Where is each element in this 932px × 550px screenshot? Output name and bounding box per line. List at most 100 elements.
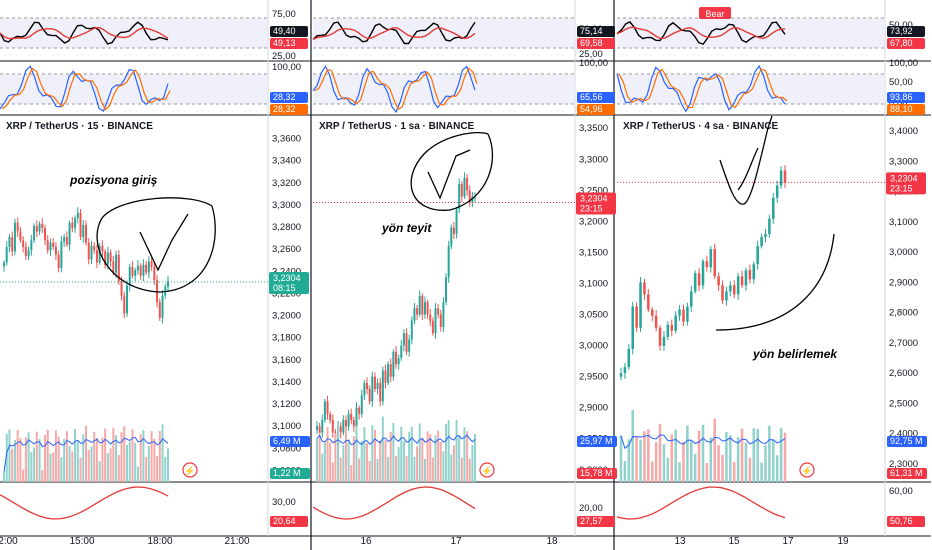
bottom-indicator-tick: 30,00 <box>272 497 296 508</box>
pane-3: 50,0040,0073,9267,80Bear100,0050,000,009… <box>616 0 931 547</box>
candle-body <box>413 308 416 321</box>
last-price-badge: 3,2304 <box>273 273 301 283</box>
volume-bar <box>11 448 14 482</box>
volume-bar <box>395 456 397 482</box>
candle-body <box>101 245 104 252</box>
price-tick: 3,1000 <box>272 421 301 432</box>
price-tick: 2,9000 <box>579 403 608 414</box>
volume-bar <box>60 456 63 482</box>
candle-body <box>410 320 413 340</box>
rsi-ma-badge-bg <box>577 38 615 49</box>
lightning-icon <box>479 462 495 478</box>
candle-body <box>447 246 450 278</box>
candle-body <box>468 190 471 203</box>
annotation-check-3b <box>737 147 759 191</box>
candle-body <box>87 242 90 260</box>
volume-bar <box>139 434 142 482</box>
candle-body <box>452 227 455 234</box>
volume-badge: 1,22 M <box>273 468 301 478</box>
candle-body <box>123 295 126 314</box>
volume-bar <box>76 441 79 482</box>
candle-body <box>358 407 361 414</box>
candle-body <box>416 308 419 315</box>
volume-bar <box>410 426 413 482</box>
annotation-check-1 <box>139 213 189 272</box>
volume-bar <box>52 452 55 482</box>
volume-bar <box>678 462 681 482</box>
candle-body <box>713 249 716 277</box>
candle-body <box>316 426 318 430</box>
candle-body <box>725 291 728 301</box>
rsi-tick: 25,00 <box>272 51 296 62</box>
candle-body <box>426 302 429 315</box>
candle-body <box>323 401 326 421</box>
stoch-k-badge: 65,56 <box>580 92 603 102</box>
volume-bar <box>447 420 450 482</box>
candle-body <box>458 184 461 209</box>
candle-body <box>662 336 666 346</box>
price-tick: 3,0500 <box>579 310 608 321</box>
volume-bar <box>109 448 112 482</box>
volume-bar <box>65 431 68 482</box>
volume-bar <box>331 462 334 482</box>
price-tick: 2,8000 <box>889 308 918 319</box>
candle-body <box>682 309 685 322</box>
volume-bar <box>450 454 453 482</box>
candle-body <box>389 364 392 377</box>
candle-body <box>466 177 469 191</box>
volume-bar <box>35 431 38 482</box>
annotation-circle-2 <box>410 131 494 211</box>
candle-body <box>658 327 662 346</box>
volume-bar <box>117 454 120 482</box>
bottom-indicator-badge: 50,76 <box>890 516 913 526</box>
volume-bar <box>147 445 150 482</box>
candle-body <box>627 348 631 368</box>
price-tick: 2,9000 <box>889 277 918 288</box>
bottom-indicator-badge-bg <box>270 516 308 527</box>
candle-body <box>145 264 148 273</box>
stoch-d-badge: 54,96 <box>580 104 603 114</box>
stoch-tick: 100,00 <box>579 58 608 69</box>
price-tick: 3,3000 <box>889 156 918 167</box>
candle-body <box>376 382 379 390</box>
rsi-ma-badge-bg <box>887 38 925 49</box>
candle-body <box>93 245 96 251</box>
stoch-d-line <box>1 67 171 111</box>
candle-body <box>371 376 374 402</box>
rsi-ma-badge: 67,80 <box>890 38 913 48</box>
candle-body <box>109 252 112 262</box>
volume-bar <box>90 446 93 482</box>
candle-body <box>418 295 421 315</box>
candle-body <box>379 382 382 402</box>
volume-bar <box>150 431 153 482</box>
lightning-icon <box>182 462 198 478</box>
candle-body <box>347 413 350 427</box>
volume-bar <box>402 440 405 482</box>
countdown-badge: 23:15 <box>890 183 913 193</box>
bottom-indicator-line <box>616 486 786 520</box>
volume-bar <box>126 445 128 482</box>
candle-body <box>30 240 33 251</box>
volume-bar <box>756 428 759 482</box>
candle-body <box>729 285 732 292</box>
candle-body <box>395 351 397 365</box>
volume-bar <box>350 465 353 482</box>
rsi-tick: 50,00 <box>889 20 913 31</box>
volume-bar <box>729 435 732 482</box>
volume-bar <box>631 410 634 482</box>
volume-bar <box>156 456 159 482</box>
candle-body <box>619 373 623 377</box>
volume-bar <box>360 441 363 482</box>
volume-bar <box>662 444 666 482</box>
stoch-band <box>0 74 268 104</box>
candle-body <box>442 302 445 327</box>
volume-bar <box>19 438 22 482</box>
candle-body <box>38 223 41 232</box>
stoch-tick: 100,00 <box>889 58 918 69</box>
volume-ma-line <box>620 434 786 450</box>
candle-body <box>445 277 448 303</box>
rsi-value-badge-bg <box>577 26 615 37</box>
volume-bar <box>3 472 5 482</box>
candle-body <box>76 212 79 219</box>
